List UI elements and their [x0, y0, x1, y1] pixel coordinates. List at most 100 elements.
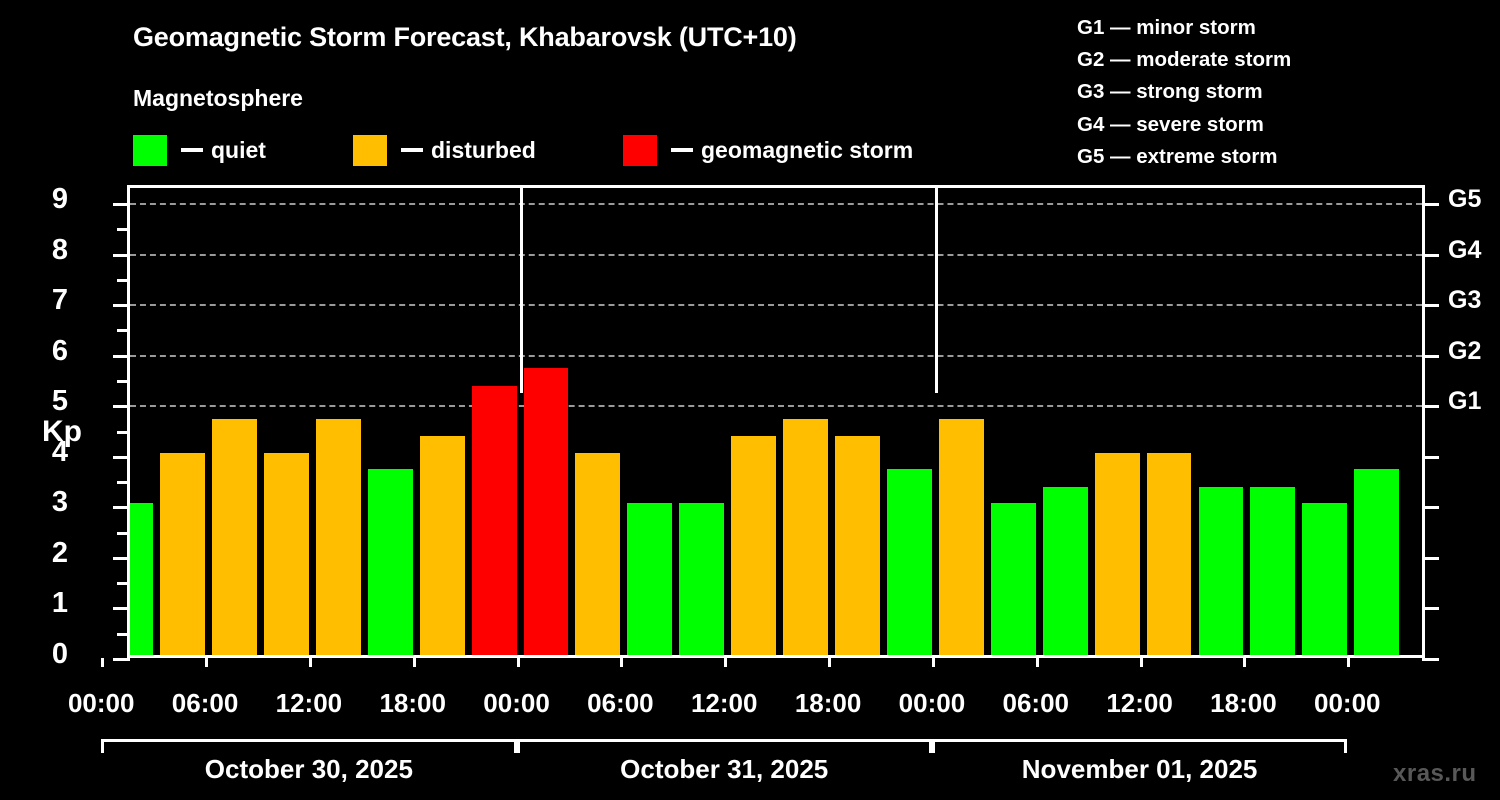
- bar: [783, 418, 829, 655]
- gridline-kp-5: [130, 405, 1422, 408]
- y-tick-0: [113, 658, 130, 661]
- x-label-4: 00:00: [483, 688, 550, 718]
- right-tick-3: [1422, 506, 1439, 510]
- x-label-9: 06:00: [1002, 688, 1070, 718]
- x-label-5: 06:00: [587, 688, 654, 718]
- g-scale-row-g4: G4 — severe storm: [1077, 112, 1264, 136]
- x-tick-9: [1035, 658, 1039, 667]
- x-tick-4: [516, 658, 520, 667]
- x-tick-8: [931, 658, 935, 667]
- bar: [1094, 452, 1140, 655]
- right-tick-9: [1422, 203, 1439, 206]
- y-tick-8: [113, 253, 130, 257]
- y-tick-minor-4: [117, 430, 130, 434]
- day-bracket-2: [516, 739, 932, 753]
- y-tick-2: [113, 556, 130, 560]
- x-label-11: 18:00: [1210, 688, 1277, 718]
- gridline-kp-7: [130, 304, 1422, 307]
- y-tick-6: [113, 354, 130, 358]
- y-tick-minor-3: [117, 481, 130, 485]
- bar: [938, 418, 984, 655]
- y-tick-minor-8: [117, 228, 130, 232]
- y-tick-minor-6: [117, 329, 130, 333]
- y-label-1: 1: [51, 587, 68, 620]
- gridline-kp-9: [130, 203, 1422, 205]
- x-label-6: 12:00: [690, 688, 758, 718]
- gridline-kp-8: [130, 253, 1422, 256]
- y-tick-minor-1: [117, 582, 130, 586]
- disturbed-legend-swatch: [353, 134, 387, 166]
- g-scale-row-g2: G2 — moderate storm: [1077, 48, 1292, 72]
- plot-area: [113, 185, 1439, 661]
- day-bracket-1: [101, 739, 517, 753]
- right-label-g2: G2: [1448, 336, 1482, 365]
- bar: [886, 469, 932, 655]
- quiet-legend-text: quiet: [211, 136, 266, 163]
- x-tick-3: [412, 658, 416, 667]
- x-tick-10: [1139, 658, 1143, 667]
- y-tick-4: [113, 455, 130, 459]
- x-label-2: 12:00: [275, 688, 343, 718]
- quiet-legend-swatch: [133, 134, 167, 166]
- bar: [1042, 486, 1088, 655]
- disturbed-legend-text: disturbed: [431, 136, 536, 163]
- y-tick-9: [113, 203, 130, 206]
- right-tick-7: [1422, 304, 1439, 308]
- bar: [419, 436, 465, 655]
- x-label-7: 18:00: [794, 688, 862, 718]
- right-label-g1: G1: [1448, 387, 1482, 416]
- g-scale-row-g5: G5 — extreme storm: [1077, 144, 1278, 168]
- y-tick-minor-0: [117, 632, 130, 636]
- x-tick-7: [828, 658, 832, 667]
- legend-dash-icon: [671, 148, 693, 152]
- y-label-4: 4: [51, 435, 68, 468]
- y-label-0: 0: [51, 638, 68, 670]
- y-label-6: 6: [51, 334, 68, 367]
- y-tick-minor-2: [117, 531, 130, 535]
- y-tick-minor-5: [117, 379, 130, 383]
- right-tick-8: [1422, 253, 1439, 257]
- bar: [263, 452, 309, 655]
- x-label-1: 06:00: [171, 688, 239, 718]
- quiet-legend: quiet: [133, 133, 266, 167]
- disturbed-legend: disturbed: [353, 133, 536, 167]
- watermark: xras.ru: [1393, 760, 1477, 787]
- day-separator-2: [934, 188, 938, 393]
- page-title: Geomagnetic Storm Forecast, Khabarovsk (…: [133, 22, 797, 52]
- bar: [1198, 486, 1244, 655]
- bars-group: [130, 188, 1422, 655]
- day-label-2: October 31, 2025: [620, 754, 829, 784]
- x-tick-0: [101, 658, 105, 667]
- g-scale-row-g3: G3 — strong storm: [1077, 80, 1263, 104]
- x-tick-5: [620, 658, 624, 667]
- right-tick-6: [1422, 354, 1439, 358]
- geomagnetic-storm-legend: geomagnetic storm: [623, 133, 913, 167]
- bar: [679, 503, 725, 655]
- geomagnetic-storm-legend-text: geomagnetic storm: [701, 136, 914, 163]
- day-label-1: October 30, 2025: [204, 754, 413, 784]
- y-tick-3: [113, 506, 130, 510]
- right-tick-2: [1422, 556, 1439, 560]
- day-separator-1: [519, 188, 523, 393]
- bar: [835, 436, 880, 655]
- bar: [731, 436, 777, 655]
- bar: [212, 418, 257, 655]
- x-tick-1: [205, 658, 209, 667]
- x-tick-2: [308, 658, 312, 667]
- bar: [575, 452, 621, 655]
- right-tick-1: [1422, 607, 1439, 611]
- y-label-2: 2: [51, 536, 68, 569]
- day-bracket-3: [931, 739, 1348, 753]
- right-tick-5: [1422, 405, 1439, 409]
- bar: [367, 469, 413, 655]
- y-axis-title: Kp: [42, 415, 82, 448]
- bar: [1250, 486, 1296, 655]
- x-tick-11: [1243, 658, 1247, 667]
- right-label-g3: G3: [1448, 286, 1482, 315]
- bar: [1354, 469, 1400, 655]
- gridline-kp-6: [130, 354, 1422, 357]
- legend-dash-icon: [181, 148, 203, 152]
- geomagnetic-storm-legend-swatch: [623, 134, 657, 166]
- y-tick-7: [113, 304, 130, 308]
- x-label-12: 00:00: [1314, 688, 1381, 718]
